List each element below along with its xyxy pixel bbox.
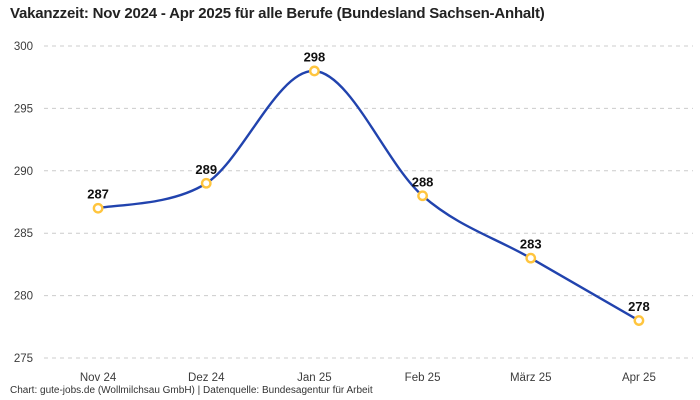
- data-point-label: 298: [304, 49, 326, 64]
- y-tick-label: 280: [14, 291, 33, 303]
- data-point-label: 288: [412, 174, 434, 189]
- x-tick-label: Feb 25: [405, 372, 441, 384]
- data-point-marker[interactable]: [92, 202, 104, 214]
- y-tick-label: 300: [14, 41, 33, 53]
- x-tick-label: Jan 25: [297, 372, 332, 384]
- x-tick-label: Dez 24: [188, 372, 225, 384]
- x-tick-label: März 25: [510, 372, 552, 384]
- y-tick-label: 295: [14, 103, 33, 115]
- data-point-marker[interactable]: [200, 177, 212, 189]
- data-point-marker[interactable]: [417, 190, 428, 202]
- data-point-label: 278: [628, 299, 650, 314]
- x-tick-label: Nov 24: [80, 372, 117, 384]
- chart-source-footer: Chart: gute-jobs.de (Wollmilchsau GmbH) …: [10, 385, 373, 396]
- data-point-marker[interactable]: [633, 315, 645, 326]
- y-tick-label: 275: [14, 353, 33, 365]
- data-point-label: 287: [87, 187, 109, 202]
- x-tick-label: Apr 25: [622, 372, 656, 384]
- y-tick-label: 285: [14, 228, 33, 240]
- data-point-label: 289: [195, 162, 217, 177]
- data-point-label: 283: [520, 237, 542, 252]
- y-tick-label: 290: [14, 166, 33, 178]
- data-point-marker[interactable]: [309, 65, 320, 77]
- chart-title: Vakanzzeit: Nov 2024 - Apr 2025 für alle…: [10, 5, 545, 22]
- data-point-marker[interactable]: [525, 252, 537, 264]
